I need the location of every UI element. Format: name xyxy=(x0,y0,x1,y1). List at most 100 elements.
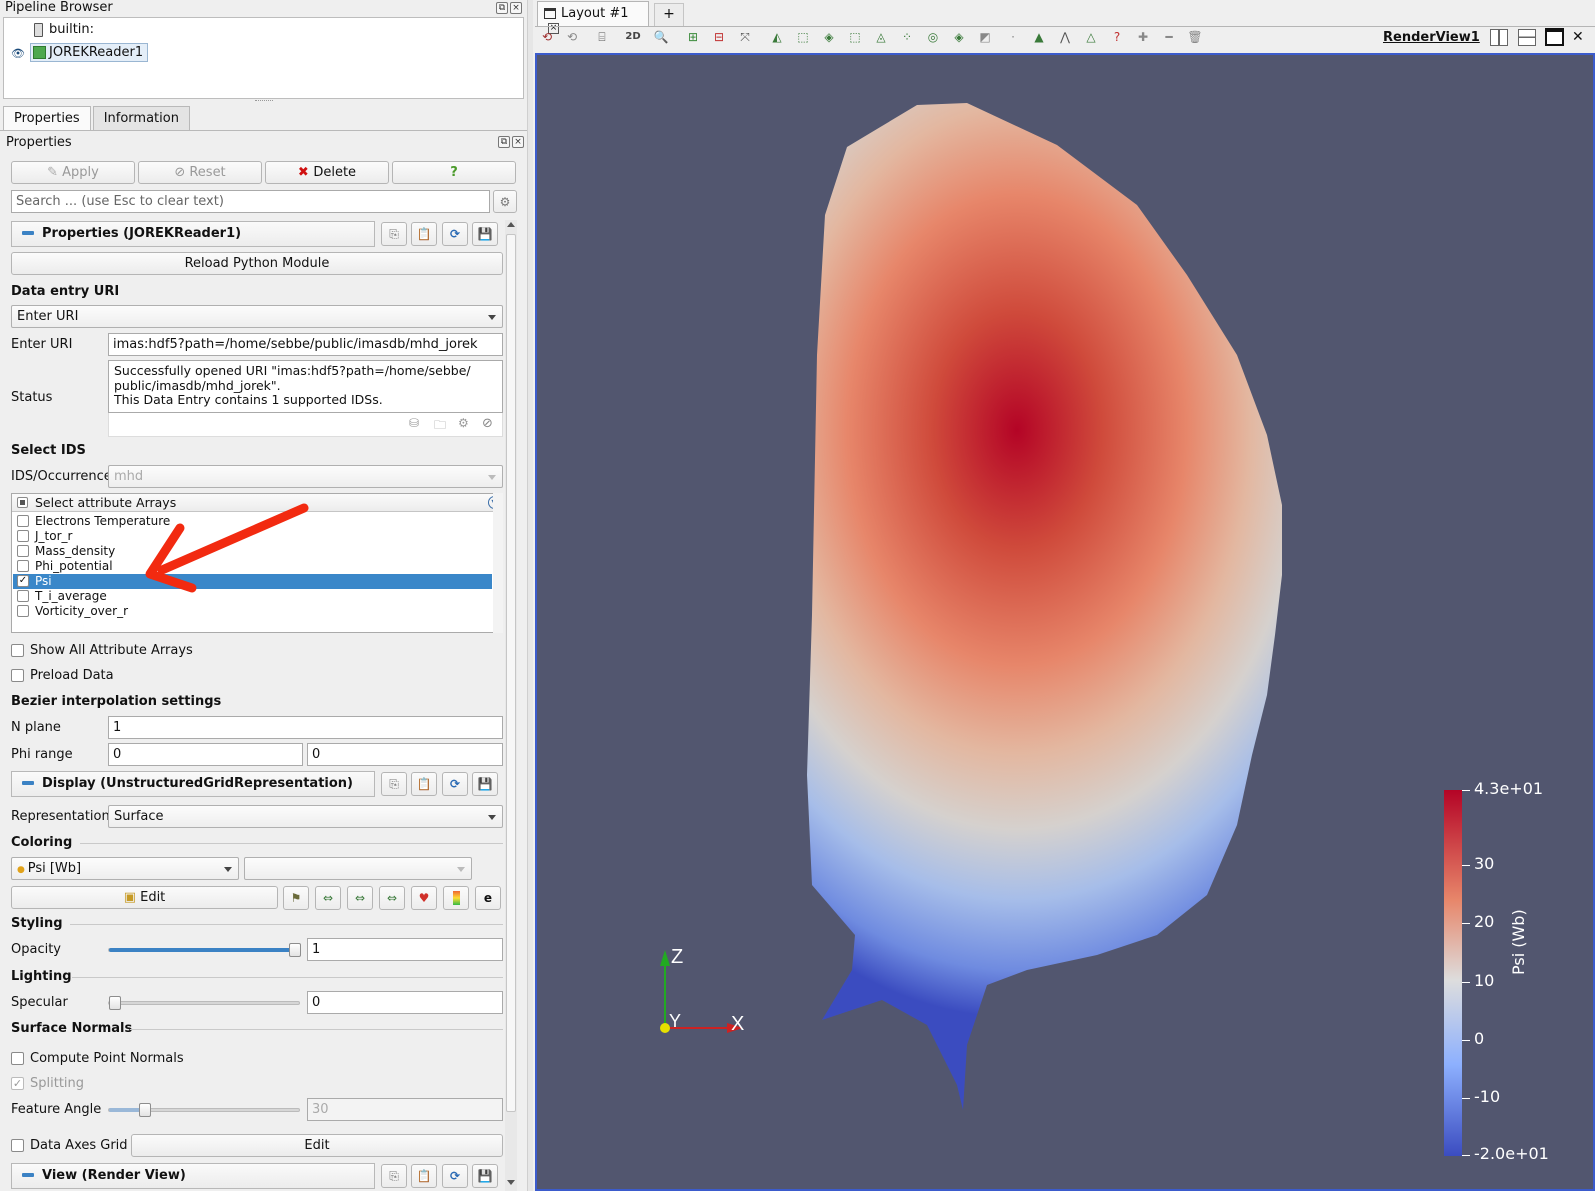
tab-properties[interactable]: Properties xyxy=(3,106,91,130)
preload-data-checkbox[interactable] xyxy=(11,669,24,682)
cancel-icon[interactable]: ⊘ xyxy=(482,416,493,431)
properties-search-input[interactable]: Search ... (use Esc to clear text) xyxy=(11,190,490,213)
clear-selection-icon[interactable]: 🗑 xyxy=(1187,30,1203,44)
scroll-up-icon[interactable] xyxy=(507,222,515,227)
help-button[interactable]: ? xyxy=(392,161,516,184)
show-all-arrays-checkbox[interactable] xyxy=(11,644,24,657)
array-item-electrons-temperature[interactable]: Electrons Temperature xyxy=(13,514,492,529)
splitter-handle[interactable] xyxy=(255,100,273,102)
subtract-selection-icon[interactable]: ━ xyxy=(1165,30,1173,44)
eye-icon[interactable]: 👁 xyxy=(11,47,25,60)
select-polygon-icon[interactable]: ◬ xyxy=(876,30,886,44)
main-splitter[interactable] xyxy=(527,0,533,1191)
reset-button[interactable]: ⊘ Reset xyxy=(138,161,262,184)
select-points-frustum-icon[interactable]: ⬚ xyxy=(849,30,861,44)
layout-tab[interactable]: Layout #1 × xyxy=(537,1,649,34)
slider-handle[interactable] xyxy=(139,1103,151,1117)
paste-icon[interactable]: 📋 xyxy=(411,222,437,246)
collapse-icon[interactable] xyxy=(22,1172,34,1177)
data-axes-grid-edit-button[interactable]: Edit xyxy=(131,1134,503,1157)
settings-icon[interactable]: ⚙ xyxy=(458,416,469,430)
select-cells-frustum-icon[interactable]: ◈ xyxy=(824,30,834,44)
split-vertical-icon[interactable] xyxy=(1518,29,1536,46)
array-item-psi[interactable]: ✓ Psi xyxy=(13,574,492,589)
save-icon[interactable]: 💾 xyxy=(472,772,498,796)
float-icon[interactable]: ⧉ xyxy=(498,136,510,148)
favorite-preset-icon[interactable]: ♥ xyxy=(411,886,437,910)
copy-icon[interactable]: ⎘ xyxy=(381,772,407,796)
array-checkbox[interactable] xyxy=(17,560,29,572)
array-checkbox[interactable] xyxy=(17,530,29,542)
properties-scrollbar[interactable] xyxy=(505,220,517,1191)
reset-camera-icon[interactable]: ⟲ xyxy=(541,30,553,44)
pipeline-item-jorekreader1[interactable]: JOREKReader1 xyxy=(30,43,149,62)
close-icon[interactable]: × xyxy=(510,2,522,14)
float-icon[interactable]: ⧉ xyxy=(496,2,508,14)
scroll-down-icon[interactable] xyxy=(507,1180,515,1185)
folder-icon[interactable]: 🗀 xyxy=(434,418,447,432)
paste-icon[interactable]: 📋 xyxy=(411,1164,437,1188)
opacity-slider[interactable] xyxy=(108,943,301,957)
hover-cells-icon[interactable]: ▲ xyxy=(1034,30,1044,44)
collapse-icon[interactable] xyxy=(22,780,34,785)
slider-handle[interactable] xyxy=(289,943,301,957)
refresh-icon[interactable]: ⟳ xyxy=(442,772,468,796)
maximize-icon[interactable] xyxy=(1545,28,1564,46)
refresh-icon[interactable]: ⟳ xyxy=(442,222,468,246)
split-horizontal-icon[interactable] xyxy=(1490,29,1508,46)
specular-slider[interactable] xyxy=(108,996,300,1010)
zoom-out-icon[interactable]: ⊟ xyxy=(713,30,725,44)
delete-button[interactable]: ✖ Delete xyxy=(265,161,389,184)
refresh-icon[interactable]: ⟳ xyxy=(442,1164,468,1188)
rescale-temporal-icon[interactable]: ⇔ xyxy=(347,886,373,910)
scalar-bar[interactable] xyxy=(1444,790,1462,1156)
camera-icon[interactable]: ⌸ xyxy=(598,30,606,44)
add-layout-tab[interactable]: + xyxy=(654,3,684,26)
grow-selection-icon[interactable]: ⋀ xyxy=(1060,30,1070,44)
bookmark-icon[interactable]: ⛁ xyxy=(409,416,420,430)
ids-occurrence-select[interactable]: mhd xyxy=(108,465,503,488)
scroll-thumb[interactable] xyxy=(506,234,516,1112)
zoom-in-icon[interactable]: ⊞ xyxy=(687,30,699,44)
array-item-t-i-average[interactable]: T_i_average xyxy=(13,589,492,604)
close-tab-icon[interactable]: × xyxy=(548,23,559,34)
rescale-data-icon[interactable]: ⚑ xyxy=(283,886,309,910)
select-all-checkbox[interactable] xyxy=(17,497,28,508)
close-icon[interactable]: × xyxy=(512,136,524,148)
interactive-select-points-icon[interactable]: ◈ xyxy=(954,30,964,44)
representation-select[interactable]: Surface xyxy=(108,805,503,828)
annotation-edit-icon[interactable]: e xyxy=(475,886,501,910)
array-item-j-tor-r[interactable]: J_tor_r xyxy=(13,529,492,544)
reload-python-module-button[interactable]: Reload Python Module xyxy=(11,252,503,275)
array-item-phi-potential[interactable]: Phi_potential xyxy=(13,559,492,574)
group-properties-header[interactable]: Properties (JOREKReader1) xyxy=(11,221,375,247)
coloring-select[interactable]: ● Psi [Wb] xyxy=(11,857,239,880)
slider-handle[interactable] xyxy=(109,996,121,1010)
splitting-checkbox[interactable]: ✓ xyxy=(11,1077,24,1090)
rescale-custom-icon[interactable]: ⇔ xyxy=(315,886,341,910)
data-entry-select[interactable]: Enter URI xyxy=(11,305,503,328)
data-axes-grid-checkbox[interactable] xyxy=(11,1139,24,1152)
group-view-header[interactable]: View (Render View) xyxy=(11,1163,375,1189)
enter-uri-field[interactable]: imas:hdf5?path=/home/sebbe/public/imasdb… xyxy=(108,333,503,356)
tab-information[interactable]: Information xyxy=(92,106,190,130)
zoom-box-icon[interactable]: ⤧ xyxy=(740,30,750,44)
array-checkbox[interactable] xyxy=(17,590,29,602)
save-icon[interactable]: 💾 xyxy=(472,222,498,246)
render-view[interactable]: Z Y X 4.3e+01 30 20 10 0 -10 -2.0e+01 Ps… xyxy=(535,53,1595,1191)
feature-angle-slider[interactable] xyxy=(108,1103,300,1117)
collapse-icon[interactable] xyxy=(22,230,34,235)
nplane-field[interactable]: 1 xyxy=(108,716,503,739)
rescale-visible-icon[interactable]: ⇔ xyxy=(379,886,405,910)
opacity-field[interactable]: 1 xyxy=(307,938,503,961)
array-checkbox[interactable] xyxy=(17,515,29,527)
array-checkbox[interactable] xyxy=(17,605,29,617)
pipeline-builtin[interactable]: builtin: xyxy=(49,22,95,37)
feature-angle-field[interactable]: 30 xyxy=(307,1098,503,1121)
render-view-name[interactable]: RenderView1 xyxy=(1383,30,1480,45)
component-select[interactable] xyxy=(244,857,472,880)
select-points-polygon-icon[interactable]: ⁘ xyxy=(901,30,913,44)
select-points-icon[interactable]: ⬚ xyxy=(797,30,809,44)
color-legend-icon[interactable] xyxy=(443,886,469,910)
zoom-icon[interactable]: 🔍 xyxy=(653,30,669,44)
